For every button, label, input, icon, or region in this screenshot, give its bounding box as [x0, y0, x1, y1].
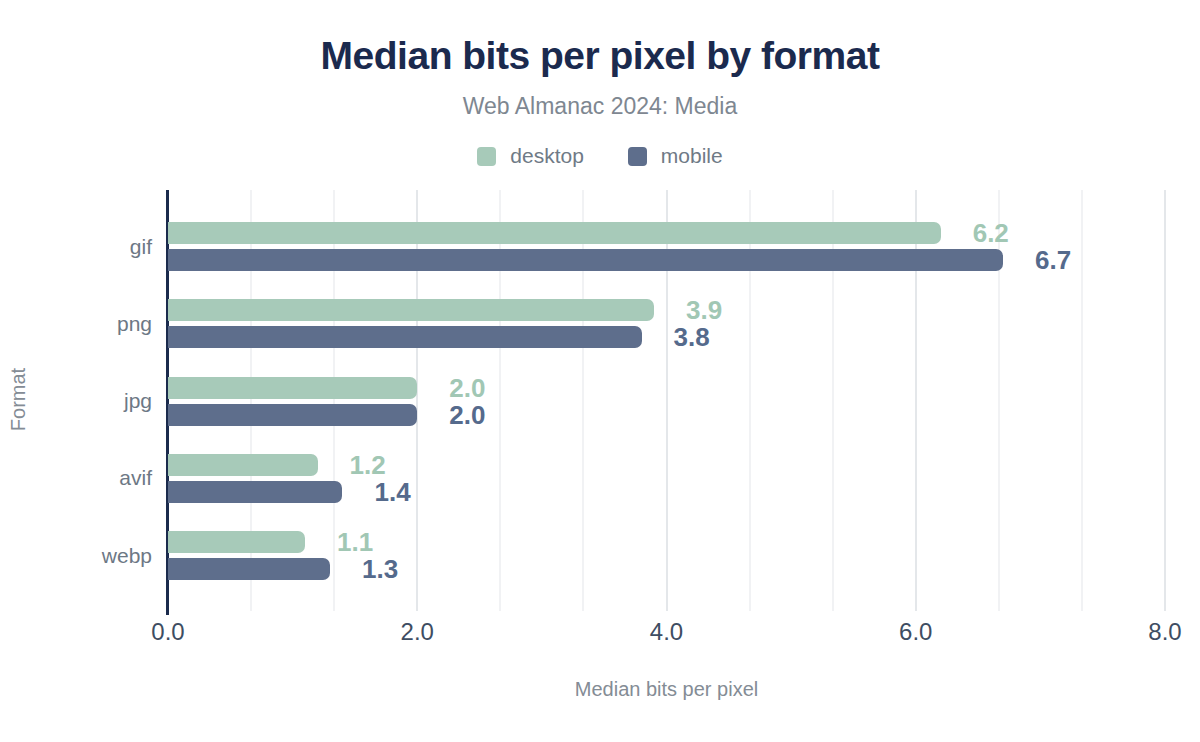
mobile-swatch-icon	[628, 147, 647, 166]
chart-title: Median bits per pixel by format	[0, 34, 1200, 78]
bar-jpg-mobile[interactable]	[168, 404, 417, 426]
bar-png-desktop[interactable]	[168, 299, 654, 321]
x-tick-2.0: 2.0	[401, 618, 434, 646]
bar-jpg-desktop[interactable]	[168, 377, 417, 399]
legend: desktop mobile	[0, 144, 1200, 168]
x-axis-title: Median bits per pixel	[168, 678, 1165, 701]
legend-item-mobile[interactable]: mobile	[628, 144, 723, 168]
value-label-avif-mobile: 1.4	[374, 476, 410, 507]
plot-area: 6.26.73.93.82.02.01.21.41.11.3	[168, 190, 1165, 605]
x-tick-4.0: 4.0	[650, 618, 683, 646]
value-label-gif-desktop: 6.2	[973, 218, 1009, 249]
y-axis-title: Format	[7, 320, 30, 480]
legend-item-desktop[interactable]: desktop	[477, 144, 584, 168]
category-label-gif: gif	[0, 235, 152, 259]
value-label-gif-mobile: 6.7	[1035, 245, 1071, 276]
desktop-swatch-icon	[477, 147, 496, 166]
category-label-webp: webp	[0, 544, 152, 568]
value-label-jpg-mobile: 2.0	[449, 399, 485, 430]
chart-subtitle: Web Almanac 2024: Media	[0, 93, 1200, 120]
bar-png-mobile[interactable]	[168, 326, 642, 348]
bar-avif-desktop[interactable]	[168, 454, 318, 476]
x-tick-0.0: 0.0	[151, 618, 184, 646]
bar-avif-mobile[interactable]	[168, 481, 342, 503]
x-tick-6.0: 6.0	[899, 618, 932, 646]
bar-gif-mobile[interactable]	[168, 249, 1003, 271]
bar-webp-desktop[interactable]	[168, 531, 305, 553]
legend-label-desktop: desktop	[510, 144, 584, 168]
x-tick-8.0: 8.0	[1148, 618, 1181, 646]
bar-gif-desktop[interactable]	[168, 222, 941, 244]
bar-webp-mobile[interactable]	[168, 558, 330, 580]
chart-frame: Median bits per pixel by format Web Alma…	[0, 0, 1200, 742]
legend-label-mobile: mobile	[661, 144, 723, 168]
value-label-webp-mobile: 1.3	[362, 554, 398, 585]
value-label-png-mobile: 3.8	[674, 322, 710, 353]
